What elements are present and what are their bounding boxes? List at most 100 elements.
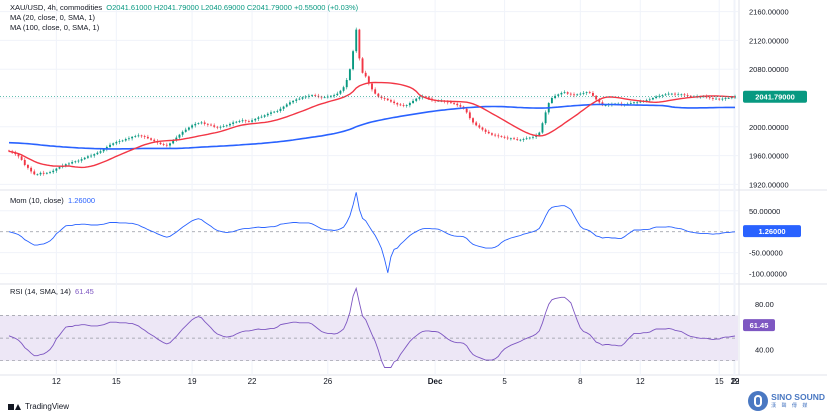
candle-body[interactable] [314, 95, 317, 96]
candle-body[interactable] [506, 137, 509, 139]
candle-body[interactable] [159, 142, 162, 145]
candle-body[interactable] [402, 105, 405, 106]
candle-body[interactable] [257, 117, 260, 119]
candle-body[interactable] [20, 156, 23, 160]
mom-value-tag[interactable] [743, 225, 801, 238]
tradingview-footer[interactable]: TradingView [8, 402, 69, 411]
candle-body[interactable] [323, 97, 326, 99]
candle-body[interactable] [45, 172, 48, 174]
candle-body[interactable] [64, 164, 67, 166]
candle-body[interactable] [519, 139, 522, 141]
candle-body[interactable] [588, 92, 591, 94]
candle-body[interactable] [333, 95, 336, 96]
candle-body[interactable] [490, 133, 493, 135]
candle-body[interactable] [399, 104, 402, 106]
candle-body[interactable] [191, 125, 194, 128]
candle-body[interactable] [550, 98, 553, 104]
candle-body[interactable] [219, 126, 222, 128]
candle-body[interactable] [478, 125, 481, 128]
candle-body[interactable] [639, 101, 642, 103]
candle-body[interactable] [42, 172, 45, 174]
time-tick-label[interactable]: Dec [428, 377, 443, 386]
candle-body[interactable] [187, 127, 190, 130]
candle-body[interactable] [459, 105, 462, 107]
price-pane[interactable] [0, 27, 738, 177]
candle-body[interactable] [90, 155, 93, 157]
candle-body[interactable] [664, 94, 667, 96]
candle-body[interactable] [30, 167, 33, 172]
candle-body[interactable] [715, 98, 718, 100]
candle-body[interactable] [86, 156, 89, 158]
candle-body[interactable] [345, 80, 348, 88]
candle-body[interactable] [377, 93, 380, 97]
time-tick-label[interactable]: 8 [578, 377, 583, 386]
candle-body[interactable] [247, 121, 250, 122]
candle-body[interactable] [566, 92, 569, 94]
candle-body[interactable] [465, 108, 468, 113]
time-tick-label[interactable]: 15 [715, 377, 724, 386]
price-tick-label[interactable]: 2160.00000 [749, 8, 789, 17]
mom-line[interactable] [8, 192, 736, 273]
candle-body[interactable] [516, 139, 519, 140]
candle-body[interactable] [285, 104, 288, 107]
candle-body[interactable] [528, 137, 531, 139]
candle-body[interactable] [279, 108, 282, 111]
candle-body[interactable] [216, 126, 219, 128]
price-tick-label[interactable]: 1960.00000 [749, 152, 789, 161]
candle-body[interactable] [112, 143, 115, 145]
rsi-pane[interactable] [0, 286, 738, 368]
candle-body[interactable] [573, 94, 575, 96]
candle-body[interactable] [295, 99, 298, 101]
candle-body[interactable] [134, 136, 137, 137]
candle-body[interactable] [244, 120, 247, 122]
candle-body[interactable] [232, 122, 235, 124]
ma100-line[interactable] [8, 103, 735, 150]
candle-body[interactable] [206, 123, 209, 125]
candle-body[interactable] [393, 101, 396, 104]
candle-body[interactable] [424, 96, 427, 98]
candle-body[interactable] [734, 96, 736, 98]
candle-body[interactable] [80, 159, 83, 161]
candle-body[interactable] [222, 126, 225, 127]
candle-body[interactable] [724, 98, 727, 99]
candle-body[interactable] [36, 174, 39, 176]
candle-body[interactable] [115, 141, 118, 144]
candle-body[interactable] [446, 101, 449, 103]
candle-body[interactable] [165, 144, 168, 146]
candle-body[interactable] [352, 51, 355, 70]
last-price-tag[interactable] [743, 90, 807, 103]
candle-body[interactable] [560, 92, 563, 95]
candle-body[interactable] [374, 89, 377, 94]
candle-body[interactable] [686, 95, 689, 96]
candle-body[interactable] [718, 98, 721, 100]
candle-body[interactable] [17, 154, 20, 157]
candle-body[interactable] [541, 123, 544, 133]
candle-body[interactable] [677, 94, 680, 96]
candle-body[interactable] [178, 134, 181, 138]
candle-body[interactable] [68, 163, 70, 165]
candle-body[interactable] [563, 92, 566, 94]
candle-body[interactable] [727, 98, 730, 99]
time-tick-label[interactable]: 12 [636, 377, 645, 386]
candle-body[interactable] [342, 87, 345, 91]
candle-body[interactable] [137, 135, 140, 137]
candle-body[interactable] [412, 100, 414, 104]
candle-body[interactable] [175, 137, 178, 141]
price-tick-label[interactable]: 2000.00000 [749, 123, 789, 132]
candle-body[interactable] [503, 136, 506, 138]
candle-body[interactable] [538, 132, 541, 136]
candle-body[interactable] [213, 125, 216, 127]
rsi-legend[interactable]: RSI (14, SMA, 14) [10, 287, 71, 296]
candle-body[interactable] [273, 111, 276, 113]
candle-body[interactable] [169, 143, 171, 146]
candle-body[interactable] [150, 138, 152, 140]
candle-body[interactable] [39, 172, 42, 175]
candle-body[interactable] [266, 113, 269, 116]
candle-body[interactable] [380, 96, 383, 98]
candle-body[interactable] [8, 150, 10, 152]
candle-body[interactable] [389, 100, 392, 102]
candle-body[interactable] [651, 98, 654, 100]
candle-body[interactable] [415, 98, 418, 101]
